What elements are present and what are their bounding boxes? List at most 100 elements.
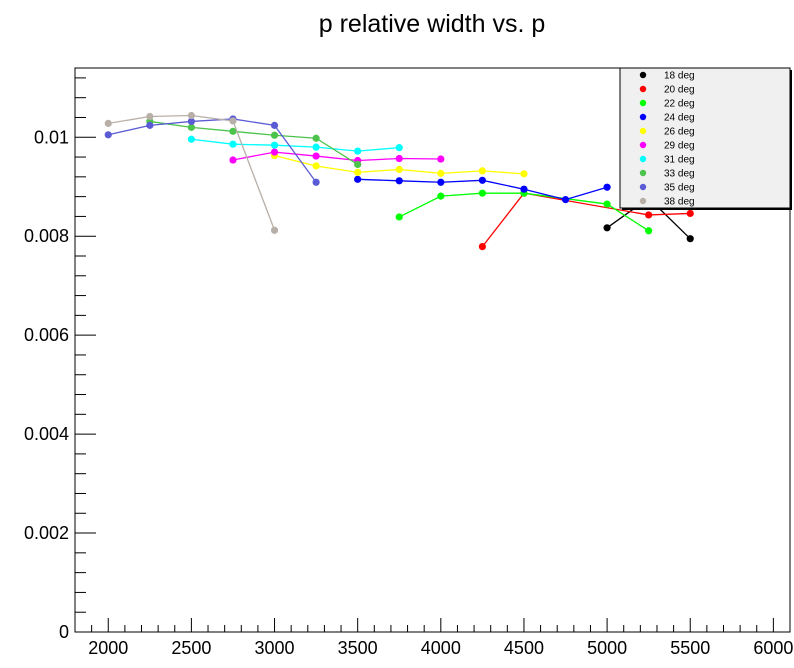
data-point [395, 213, 403, 221]
legend-label: 29 deg [664, 141, 695, 152]
data-point [354, 147, 362, 155]
y-tick-label: 0 [59, 622, 69, 642]
data-point [437, 155, 445, 163]
data-point [395, 177, 403, 185]
legend-label: 26 deg [664, 127, 695, 138]
data-point [645, 227, 653, 235]
data-point [270, 141, 279, 149]
legend-label: 33 deg [664, 169, 695, 180]
legend-marker [639, 141, 647, 149]
data-point [603, 224, 611, 232]
data-point [395, 154, 403, 163]
legend-marker [639, 183, 647, 191]
legend-marker [639, 85, 647, 93]
series-line [398, 192, 650, 232]
legend-marker [639, 197, 647, 205]
series-24-deg [354, 175, 611, 204]
legend-label: 18 deg [664, 71, 695, 82]
y-tick-label: 0.002 [24, 523, 69, 543]
data-point [478, 243, 486, 251]
data-point [478, 189, 486, 197]
x-tick-label: 4000 [421, 638, 461, 658]
legend-label: 22 deg [664, 99, 695, 110]
data-point [312, 178, 320, 186]
series-22-deg [395, 189, 653, 235]
legend-marker [639, 169, 647, 177]
legend-marker [639, 99, 647, 107]
x-tick-label: 5000 [587, 638, 627, 658]
data-point [686, 235, 694, 243]
data-point [354, 160, 362, 169]
data-point [104, 131, 112, 139]
data-point [520, 170, 528, 178]
axes-group: 2000 2500 3000 3500 4000 4500 5000 5500 6000 0 0.0… [24, 77, 793, 658]
x-tick-label: 6000 [753, 638, 793, 658]
data-point [229, 140, 237, 148]
legend-box [619, 67, 791, 209]
series-line [191, 138, 400, 152]
data-point [354, 168, 362, 176]
x-tick-label: 2000 [88, 638, 128, 658]
legend-marker [639, 71, 647, 79]
plot-frame [74, 67, 791, 633]
data-point [437, 192, 445, 200]
data-point [395, 165, 403, 174]
series-group [104, 111, 694, 251]
data-point [270, 121, 279, 129]
data-point [229, 117, 237, 125]
data-point [229, 127, 237, 135]
data-point [645, 211, 653, 219]
series-line [481, 192, 691, 247]
data-point [229, 156, 237, 164]
x-tick-label: 4500 [504, 638, 544, 658]
legend-label: 31 deg [664, 155, 695, 166]
legend-marker [639, 155, 647, 163]
data-point [437, 178, 445, 186]
data-point [146, 121, 154, 129]
data-point [478, 176, 486, 184]
series-26-deg [270, 151, 528, 178]
data-point [520, 185, 528, 193]
data-point [187, 135, 195, 143]
y-tick-label: 0.01 [34, 127, 69, 147]
data-point [312, 162, 320, 170]
data-point [603, 200, 611, 208]
data-point [603, 183, 611, 191]
legend-marker [639, 113, 647, 121]
data-point [312, 152, 320, 160]
legend-label: 24 deg [664, 113, 695, 124]
legend-marker [639, 127, 647, 135]
series-line [108, 118, 317, 183]
data-point [354, 175, 362, 183]
series-33-deg [146, 117, 362, 169]
series-line [232, 151, 441, 162]
data-point [187, 111, 195, 120]
data-point [187, 117, 195, 126]
data-point [478, 167, 486, 175]
data-point [270, 131, 279, 139]
data-point [437, 169, 445, 177]
chart-title: p relative width vs. p [319, 10, 546, 38]
data-point [561, 196, 570, 204]
legend-label: 20 deg [664, 85, 695, 96]
series-31-deg [187, 135, 403, 155]
legend-label: 38 deg [664, 197, 695, 208]
series-35-deg [104, 115, 320, 186]
data-point [686, 209, 694, 218]
x-tick-label: 5500 [670, 638, 710, 658]
y-tick-label: 0.004 [24, 424, 69, 444]
y-tick-label: 0.008 [24, 226, 69, 246]
data-point [146, 112, 154, 121]
x-tick-label: 2500 [171, 638, 211, 658]
data-point [270, 226, 279, 234]
series-line [149, 120, 359, 166]
y-tick-label: 0.006 [24, 325, 69, 345]
series-38-deg [104, 111, 279, 234]
data-point [312, 143, 320, 151]
data-point [104, 119, 112, 128]
x-tick-label: 3000 [255, 638, 295, 658]
data-point [395, 144, 403, 152]
legend-label: 35 deg [664, 183, 695, 194]
